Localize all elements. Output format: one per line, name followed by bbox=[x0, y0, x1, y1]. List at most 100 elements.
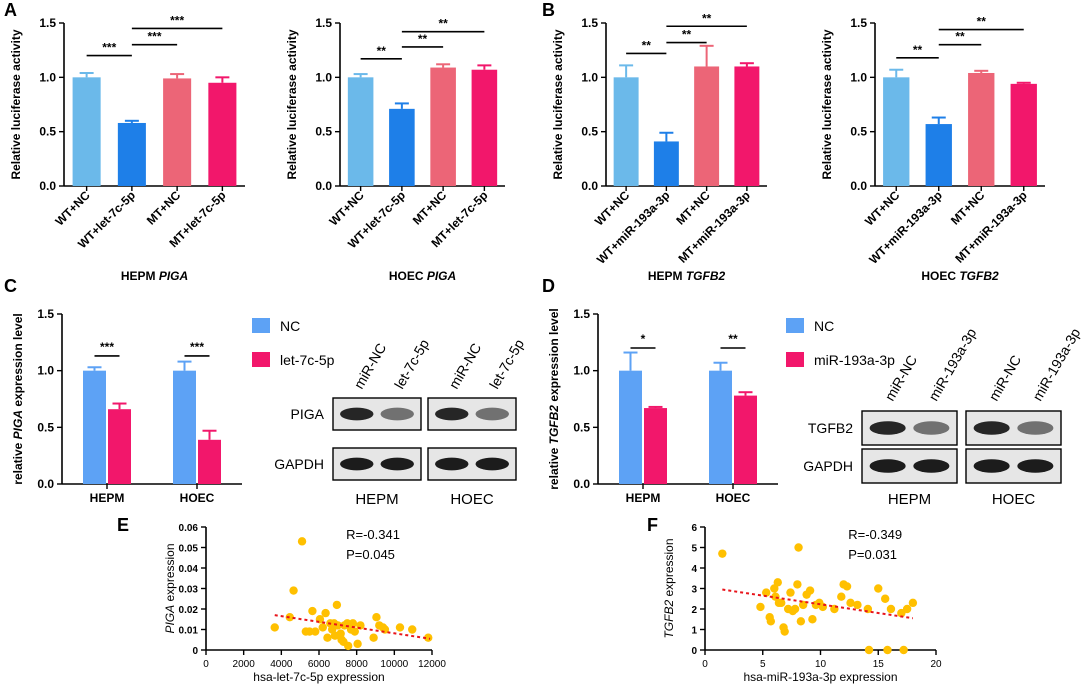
y-tick-label: 0.0 bbox=[850, 179, 867, 193]
blot-band bbox=[973, 421, 1010, 435]
y-axis-label: relative TGFB2 expression level bbox=[547, 308, 561, 489]
scatter-point bbox=[372, 613, 381, 622]
x-tick-label: WT+miR-193a-3p bbox=[594, 188, 673, 267]
y-tick-label: 1.5 bbox=[39, 16, 56, 30]
x-axis-label: HEPM TGFB2 bbox=[648, 269, 726, 283]
x-tick-label: MT+NC bbox=[673, 188, 713, 228]
legend-swatch bbox=[786, 318, 804, 333]
scatter-point bbox=[343, 641, 353, 651]
scatter-point bbox=[718, 549, 727, 558]
scatter-point bbox=[770, 584, 779, 593]
blot-band bbox=[435, 457, 469, 471]
y-tick-label: 0.0 bbox=[581, 179, 598, 193]
scatter-point bbox=[332, 600, 342, 610]
scatter-point bbox=[333, 621, 343, 630]
significance-label: ** bbox=[728, 332, 738, 346]
panel-label-f: F bbox=[647, 515, 658, 535]
scatter-point bbox=[766, 617, 776, 626]
scatter-point bbox=[285, 613, 295, 622]
correlation-p: P=0.031 bbox=[848, 547, 897, 562]
scatter-point bbox=[794, 543, 803, 552]
correlation-p: P=0.045 bbox=[346, 547, 395, 562]
y-tick-label: 1.0 bbox=[39, 70, 56, 84]
x-tick-label: 5 bbox=[760, 659, 766, 670]
y-tick-label: 0.5 bbox=[573, 420, 590, 434]
scatter-point bbox=[886, 604, 896, 614]
panel-label-d: D bbox=[542, 276, 555, 296]
trend-line bbox=[274, 614, 431, 640]
blot-lane-label: miR-193a-3p bbox=[1029, 325, 1083, 403]
blot-band bbox=[380, 457, 414, 471]
y-tick-label: 0.04 bbox=[179, 564, 199, 575]
blot-band bbox=[1017, 459, 1054, 473]
significance-label: *** bbox=[170, 13, 184, 27]
bar bbox=[389, 108, 415, 186]
y-axis-label: Relative luciferase activity bbox=[9, 29, 23, 179]
legend-swatch bbox=[252, 352, 270, 367]
significance-label: *** bbox=[100, 340, 114, 354]
y-tick-label: 3 bbox=[691, 585, 697, 596]
y-tick-label: 4 bbox=[691, 564, 697, 575]
y-tick-label: 0.0 bbox=[39, 179, 56, 193]
legend-label: miR-193a-3p bbox=[814, 352, 895, 368]
y-tick-label: 0.03 bbox=[179, 585, 199, 596]
blot-band bbox=[913, 459, 950, 473]
blot-group-label: HEPM bbox=[888, 491, 931, 508]
x-axis-label: hsa-miR-193a-3p expression bbox=[743, 670, 897, 684]
y-tick-label: 0.5 bbox=[581, 125, 598, 139]
scatter-point bbox=[793, 580, 802, 589]
significance-label: ** bbox=[642, 38, 652, 52]
scatter-point bbox=[297, 537, 307, 546]
scatter-point bbox=[773, 578, 782, 587]
y-tick-label: 1.5 bbox=[315, 16, 332, 30]
y-tick-label: 0 bbox=[192, 646, 198, 657]
blot-row-label: TGFB2 bbox=[808, 420, 853, 436]
scatter-point bbox=[853, 600, 862, 610]
bar bbox=[198, 439, 221, 484]
x-axis-label: HOEC PIGA bbox=[389, 269, 456, 283]
x-tick-label: HOEC bbox=[180, 491, 215, 505]
x-axis-label: HEPM PIGA bbox=[121, 269, 188, 283]
y-axis-label: relative PIGA expression level bbox=[11, 313, 25, 484]
scatter-point bbox=[846, 598, 855, 608]
panel-label-b: B bbox=[542, 0, 555, 20]
scatter-point bbox=[350, 627, 359, 636]
x-tick-label: MT+miR-193a-3p bbox=[952, 188, 1030, 266]
x-tick-label: WT+NC bbox=[592, 188, 633, 229]
scatter-point bbox=[318, 623, 327, 632]
y-tick-label: 0.06 bbox=[179, 523, 199, 534]
scatter-point bbox=[808, 615, 817, 624]
y-axis-label: PIGA expression bbox=[163, 543, 177, 633]
x-tick-label: WT+NC bbox=[326, 188, 367, 229]
correlation-r: R=-0.349 bbox=[848, 527, 902, 542]
y-tick-label: 0.5 bbox=[39, 125, 56, 139]
blot-row-label: GAPDH bbox=[803, 458, 853, 474]
scatter-point bbox=[756, 602, 765, 612]
bar bbox=[72, 77, 101, 186]
y-tick-label: 1 bbox=[691, 626, 697, 637]
panel-label-c: C bbox=[4, 276, 17, 296]
bar bbox=[709, 370, 732, 484]
bar bbox=[430, 67, 456, 186]
chart-e-piga-scatter: 0 0.01 0.02 0.03 0.04 0.05 0.06 0 2000 4000 6000 80… bbox=[163, 523, 446, 684]
scatter-point bbox=[424, 633, 433, 642]
y-axis-label: TGFB2 expression bbox=[662, 538, 676, 638]
blot-lane-label: miR-NC bbox=[351, 340, 390, 391]
y-tick-label: 1.5 bbox=[37, 307, 54, 321]
y-tick-label: 0.02 bbox=[179, 605, 199, 616]
bar bbox=[83, 370, 106, 484]
y-tick-label: 1.0 bbox=[315, 70, 332, 84]
scatter-point bbox=[883, 645, 892, 655]
chart-c-piga-expression: 0.0 0.5 1.0 1.5 *** HEPM *** HOEC relative PIGA … bbox=[11, 307, 335, 505]
scatter-point bbox=[880, 594, 890, 603]
significance-label: *** bbox=[147, 30, 161, 44]
blot-lane-label: miR-193a-3p bbox=[925, 325, 979, 403]
significance-label: *** bbox=[102, 41, 116, 55]
blot-lane-label: miR-NC bbox=[446, 340, 485, 391]
scatter-point bbox=[289, 586, 298, 595]
scatter-point bbox=[899, 645, 908, 655]
blot-band bbox=[380, 407, 414, 421]
scatter-point bbox=[874, 584, 883, 593]
